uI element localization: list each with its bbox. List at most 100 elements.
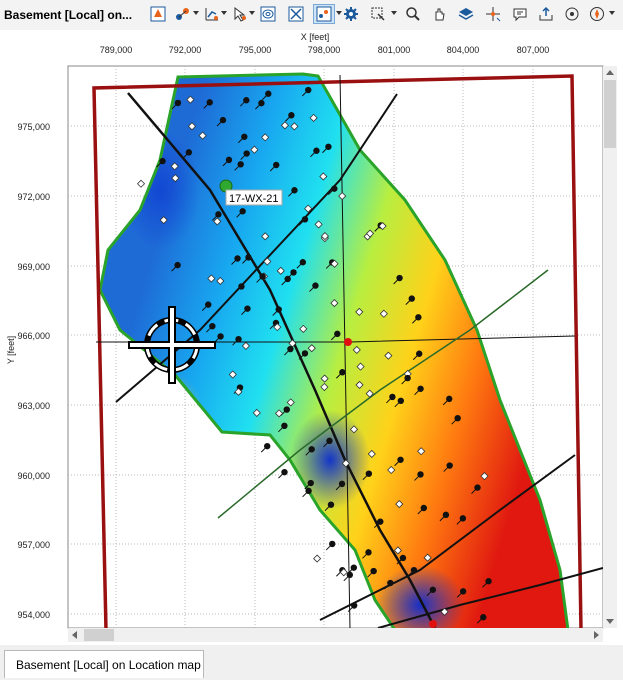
measure-icon[interactable] (562, 4, 582, 24)
well-marker[interactable] (459, 515, 467, 522)
well-marker[interactable] (339, 369, 346, 376)
well-marker-open[interactable] (307, 344, 316, 353)
chart-select-dropdown-icon[interactable] (221, 11, 227, 15)
well-marker[interactable] (237, 161, 244, 168)
well-marker[interactable] (387, 579, 394, 587)
well-marker[interactable] (281, 422, 288, 430)
well-marker[interactable] (417, 471, 424, 478)
well-marker[interactable] (408, 295, 415, 302)
intersection-point[interactable] (344, 338, 352, 346)
layers-icon[interactable] (456, 4, 476, 24)
pointer-select-dropdown-icon[interactable] (249, 11, 255, 15)
crosshair-cursor-icon[interactable] (128, 306, 216, 384)
well-marker[interactable] (350, 564, 358, 571)
well-marker[interactable] (281, 468, 288, 476)
well-marker-open[interactable] (320, 374, 329, 383)
well-marker[interactable] (244, 305, 251, 312)
well-marker-open[interactable] (213, 217, 222, 226)
well-marker[interactable] (225, 156, 233, 164)
well-marker-open[interactable] (387, 465, 396, 475)
well-marker[interactable] (329, 540, 336, 548)
well-marker-open[interactable] (319, 172, 328, 181)
well-marker-open[interactable] (159, 215, 168, 225)
well-marker[interactable] (265, 90, 272, 97)
well-marker-open[interactable] (355, 380, 364, 389)
compass-dropdown-icon[interactable] (609, 11, 615, 15)
well-marker-open[interactable] (186, 95, 195, 104)
well-marker[interactable] (301, 216, 309, 223)
well-marker[interactable] (284, 275, 291, 283)
well-marker-open[interactable] (198, 131, 207, 140)
well-marker[interactable] (299, 259, 307, 266)
pointer-select-icon[interactable] (230, 4, 250, 24)
well-marker[interactable] (313, 147, 320, 154)
well-marker-open[interactable] (261, 232, 270, 241)
well-marker[interactable] (185, 149, 193, 156)
well-marker[interactable] (243, 150, 250, 157)
well-marker-open[interactable] (276, 266, 285, 275)
map-svg[interactable]: X [feet] Y [feet] 789,000 792,000 795,00… (0, 30, 623, 645)
well-marker-open[interactable] (384, 351, 393, 360)
well-marker[interactable] (312, 282, 319, 289)
well-marker[interactable] (338, 480, 346, 488)
pan-icon[interactable] (429, 4, 449, 24)
select-data-dropdown-icon[interactable] (193, 11, 199, 15)
well-marker[interactable] (485, 578, 492, 585)
zoom-window-dropdown-icon[interactable] (391, 11, 397, 15)
well-marker[interactable] (389, 393, 396, 401)
well-marker-open[interactable] (341, 459, 350, 468)
well-marker[interactable] (365, 549, 372, 556)
well-marker[interactable] (346, 571, 354, 579)
well-marker[interactable] (305, 487, 312, 495)
well-marker-open[interactable] (356, 362, 365, 371)
well-marker[interactable] (209, 322, 216, 330)
well-marker[interactable] (283, 406, 290, 413)
well-marker[interactable] (243, 97, 250, 104)
well-marker-open[interactable] (314, 220, 323, 229)
well-marker[interactable] (396, 274, 403, 282)
well-marker-open[interactable] (261, 133, 270, 142)
well-marker[interactable] (350, 602, 358, 609)
well-marker[interactable] (331, 185, 338, 192)
well-marker-open[interactable] (304, 204, 313, 213)
well-marker[interactable] (326, 437, 333, 445)
well-marker-open[interactable] (187, 122, 197, 131)
well-marker-open[interactable] (338, 191, 347, 201)
well-marker-open[interactable] (378, 221, 387, 231)
close-window-icon[interactable] (286, 4, 306, 24)
well-marker[interactable] (446, 395, 453, 403)
well-marker-open[interactable] (309, 113, 318, 122)
well-marker[interactable] (446, 462, 453, 469)
well-marker[interactable] (174, 99, 182, 107)
export-icon[interactable] (536, 4, 556, 24)
well-marker[interactable] (334, 330, 341, 338)
well-marker-open[interactable] (228, 370, 237, 379)
well-marker[interactable] (245, 254, 252, 261)
well-marker[interactable] (325, 143, 332, 150)
well-marker-open[interactable] (365, 389, 374, 398)
well-marker[interactable] (264, 442, 271, 450)
well-marker-open[interactable] (393, 546, 403, 555)
well-marker-open[interactable] (440, 607, 449, 616)
well-marker[interactable] (404, 374, 411, 382)
well-marker[interactable] (417, 385, 424, 392)
well-marker-open[interactable] (320, 382, 329, 392)
well-marker-open[interactable] (313, 554, 322, 563)
comment-icon[interactable] (510, 4, 530, 24)
search-icon[interactable] (403, 4, 423, 24)
well-marker[interactable] (377, 518, 384, 525)
well-marker[interactable] (415, 314, 422, 321)
well-marker-open[interactable] (365, 229, 375, 238)
well-marker[interactable] (370, 567, 377, 575)
well-marker[interactable] (217, 333, 224, 340)
well-marker[interactable] (234, 255, 241, 262)
well-marker-open[interactable] (330, 259, 339, 268)
well-marker[interactable] (327, 501, 335, 508)
well-marker-open[interactable] (349, 425, 359, 434)
well-marker[interactable] (397, 397, 405, 405)
well-marker-open[interactable] (241, 341, 250, 350)
well-marker[interactable] (215, 211, 222, 218)
well-marker-open[interactable] (252, 408, 261, 417)
well-marker[interactable] (205, 301, 212, 308)
well-marker-open[interactable] (339, 568, 348, 577)
